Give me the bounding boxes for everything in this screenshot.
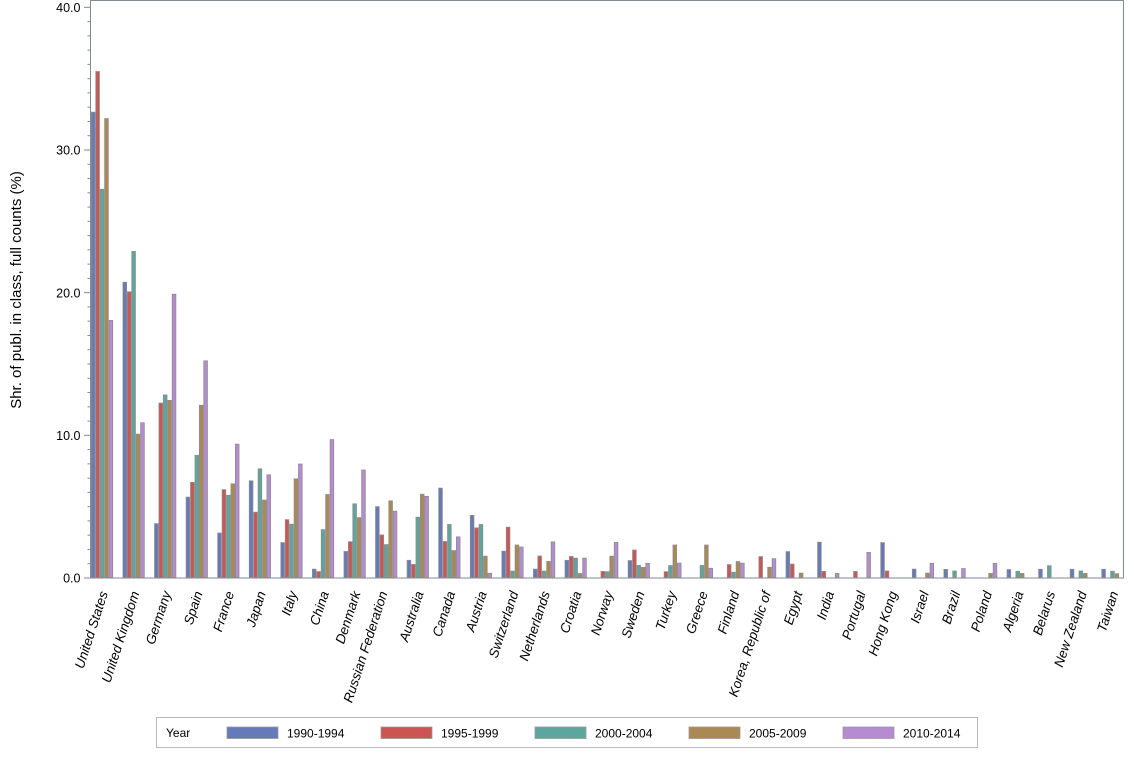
svg-text:30.0: 30.0 bbox=[56, 144, 80, 158]
svg-text:2005-2009: 2005-2009 bbox=[749, 727, 807, 741]
svg-text:2010-2014: 2010-2014 bbox=[903, 727, 961, 741]
svg-text:0.0: 0.0 bbox=[63, 572, 80, 586]
svg-text:1995-1999: 1995-1999 bbox=[441, 727, 499, 741]
svg-text:Shr. of publ. in class, full c: Shr. of publ. in class, full counts (%) bbox=[8, 171, 25, 409]
svg-text:1990-1994: 1990-1994 bbox=[287, 727, 345, 741]
svg-text:Year: Year bbox=[166, 726, 190, 740]
svg-text:10.0: 10.0 bbox=[56, 429, 80, 443]
svg-text:20.0: 20.0 bbox=[56, 286, 80, 300]
svg-text:40.0: 40.0 bbox=[56, 1, 80, 15]
svg-text:2000-2004: 2000-2004 bbox=[595, 727, 653, 741]
